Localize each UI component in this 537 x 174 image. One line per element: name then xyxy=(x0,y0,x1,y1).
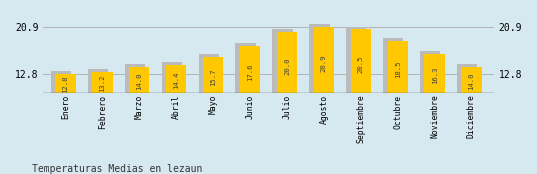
Bar xyxy=(129,67,149,148)
Text: 20.9: 20.9 xyxy=(321,55,327,72)
Text: 18.5: 18.5 xyxy=(395,61,401,78)
Bar xyxy=(383,38,403,148)
Bar xyxy=(162,62,182,148)
Bar xyxy=(235,43,256,148)
Text: 14.4: 14.4 xyxy=(173,72,179,89)
Bar xyxy=(55,74,76,148)
Bar xyxy=(272,29,293,148)
Bar xyxy=(88,69,108,148)
Bar xyxy=(351,29,371,148)
Bar xyxy=(240,46,260,148)
Bar xyxy=(92,72,113,148)
Text: 20.5: 20.5 xyxy=(358,56,364,73)
Text: 20.0: 20.0 xyxy=(284,57,290,75)
Bar xyxy=(125,64,145,148)
Bar xyxy=(166,65,186,148)
Bar xyxy=(388,41,408,148)
Bar xyxy=(314,27,334,148)
Text: 16.3: 16.3 xyxy=(432,67,438,84)
Bar xyxy=(51,71,71,148)
Bar xyxy=(420,51,440,148)
Text: 12.8: 12.8 xyxy=(62,76,69,93)
Text: 14.0: 14.0 xyxy=(136,73,142,90)
Text: Temperaturas Medias en lezaun: Temperaturas Medias en lezaun xyxy=(32,164,202,174)
Text: 17.6: 17.6 xyxy=(247,63,253,81)
Bar xyxy=(203,57,223,148)
Bar xyxy=(346,27,366,148)
Bar xyxy=(199,54,219,148)
Bar xyxy=(277,32,297,148)
Text: 13.2: 13.2 xyxy=(99,75,105,92)
Bar xyxy=(457,64,477,148)
Bar xyxy=(309,24,330,148)
Text: 14.0: 14.0 xyxy=(468,73,475,90)
Bar xyxy=(461,67,482,148)
Bar xyxy=(424,54,445,148)
Text: 15.7: 15.7 xyxy=(210,68,216,86)
